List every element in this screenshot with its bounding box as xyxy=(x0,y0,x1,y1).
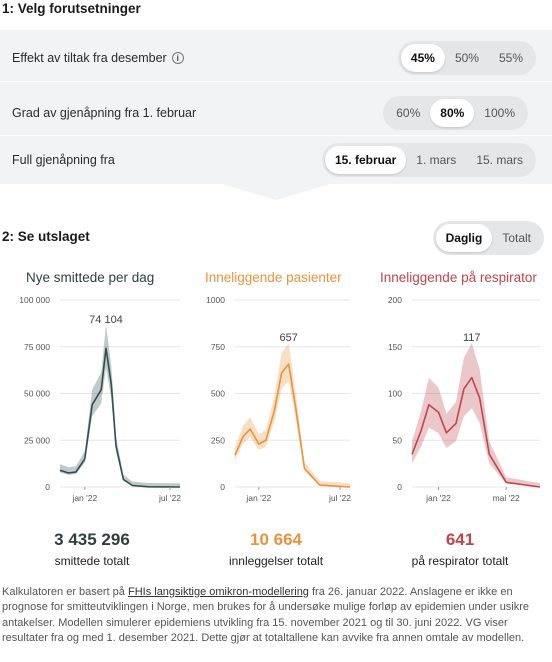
step1-title: 1: Velg forutsetninger xyxy=(2,1,141,16)
row-label-text: Full gjenåpning fra xyxy=(12,153,115,167)
total-resp-value: 641 xyxy=(445,530,475,549)
row-label-full: Full gjenåpning fra xyxy=(12,153,115,167)
peak-label: 657 xyxy=(280,332,298,344)
x-tick-label: jan '22 xyxy=(71,493,97,503)
grad-option-1[interactable]: 80% xyxy=(430,99,475,127)
peak-label: 117 xyxy=(463,332,481,344)
total-resp-label: på respirator totalt xyxy=(411,554,509,568)
segmented-effekt: 45% 50% 55% xyxy=(397,41,536,75)
row-divider xyxy=(0,135,552,136)
fhi-link[interactable]: FHIs langsiktige omikron-modellering xyxy=(127,586,309,598)
x-tick-label: jan '22 xyxy=(425,493,451,503)
panel-notch xyxy=(0,180,552,200)
total-cases-label: smittede totalt xyxy=(54,554,130,568)
series-line xyxy=(234,363,351,488)
y-tick-label: 150 xyxy=(388,342,402,352)
y-tick-label: 50 xyxy=(393,435,403,445)
y-tick-label: 0 xyxy=(45,482,50,492)
footer-pre: Kalkulatoren er basert på xyxy=(2,586,128,598)
series-line xyxy=(59,347,181,488)
toggle-daglig-totalt: Daglig Totalt xyxy=(432,221,544,255)
view-option-0[interactable]: Daglig xyxy=(435,224,493,252)
x-tick-label: jul '22 xyxy=(328,493,351,503)
uncertainty-band xyxy=(235,343,350,487)
total-hosp-label: innleggelser totalt xyxy=(228,554,324,568)
view-option-1[interactable]: Totalt xyxy=(502,231,531,245)
row-divider xyxy=(0,81,552,82)
segmented-full: 15. februar 1. mars 15. mars xyxy=(321,143,536,177)
grad-option-2[interactable]: 100% xyxy=(484,106,515,120)
chart-title-hosp: Inneliggende pasienter xyxy=(205,270,342,285)
grad-option-0[interactable]: 60% xyxy=(396,106,421,120)
y-tick-label: 0 xyxy=(220,482,225,492)
footer-text: Kalkulatoren er basert på FHIs langsikti… xyxy=(2,585,550,646)
series-line xyxy=(411,376,541,488)
x-tick-label: jan '22 xyxy=(245,493,271,503)
total-cases-value: 3 435 296 xyxy=(54,530,130,549)
y-tick-label: 250 xyxy=(211,435,225,445)
full-option-1[interactable]: 1. mars xyxy=(416,153,457,167)
y-tick-label: 200 xyxy=(388,295,402,305)
peak-label: 74 104 xyxy=(89,314,123,326)
full-option-0[interactable]: 15. februar xyxy=(324,146,407,174)
effekt-option-1[interactable]: 50% xyxy=(454,51,479,65)
row-label-text: Grad av gjenåpning fra 1. februar xyxy=(12,106,197,120)
uncertainty-band xyxy=(60,325,180,487)
row-label-grad: Grad av gjenåpning fra 1. februar xyxy=(12,106,196,120)
row-label-effekt: Effekt av tiltak fra desember i xyxy=(12,51,184,65)
uncertainty-band xyxy=(412,343,540,487)
x-tick-label: mai '22 xyxy=(493,493,520,503)
chart-title-cases: Nye smittede per dag xyxy=(26,270,155,285)
charts-area: 100 000 75 000 50 000 25 000 0 74 104 jan '22 j… xyxy=(19,295,541,503)
y-tick-label: 1000 xyxy=(206,295,225,305)
y-tick-label: 50 000 xyxy=(24,389,50,399)
step2-title: 2: Se utslaget xyxy=(2,229,90,244)
y-tick-label: 75 000 xyxy=(24,342,50,352)
full-option-2[interactable]: 15. mars xyxy=(476,153,523,167)
segmented-grad: 60% 80% 100% xyxy=(383,96,528,130)
y-tick-label: 100 000 xyxy=(19,295,50,305)
x-tick-label: jul '22 xyxy=(158,493,181,503)
y-tick-label: 0 xyxy=(397,482,402,492)
total-hosp-value: 10 664 xyxy=(250,530,302,549)
y-tick-label: 25 000 xyxy=(24,435,50,445)
footer-post: fra 26. januar 2022. Anslagene er ikke e… xyxy=(2,586,530,644)
info-icon[interactable]: i xyxy=(171,52,184,64)
row-label-text: Effekt av tiltak fra desember xyxy=(12,51,167,65)
y-tick-label: 500 xyxy=(211,389,225,399)
y-tick-label: 100 xyxy=(388,389,402,399)
effekt-option-0[interactable]: 45% xyxy=(400,44,445,72)
chart-title-resp: Inneliggende på respirator xyxy=(380,270,537,285)
effekt-option-2[interactable]: 55% xyxy=(498,51,523,65)
y-tick-label: 750 xyxy=(211,342,225,352)
